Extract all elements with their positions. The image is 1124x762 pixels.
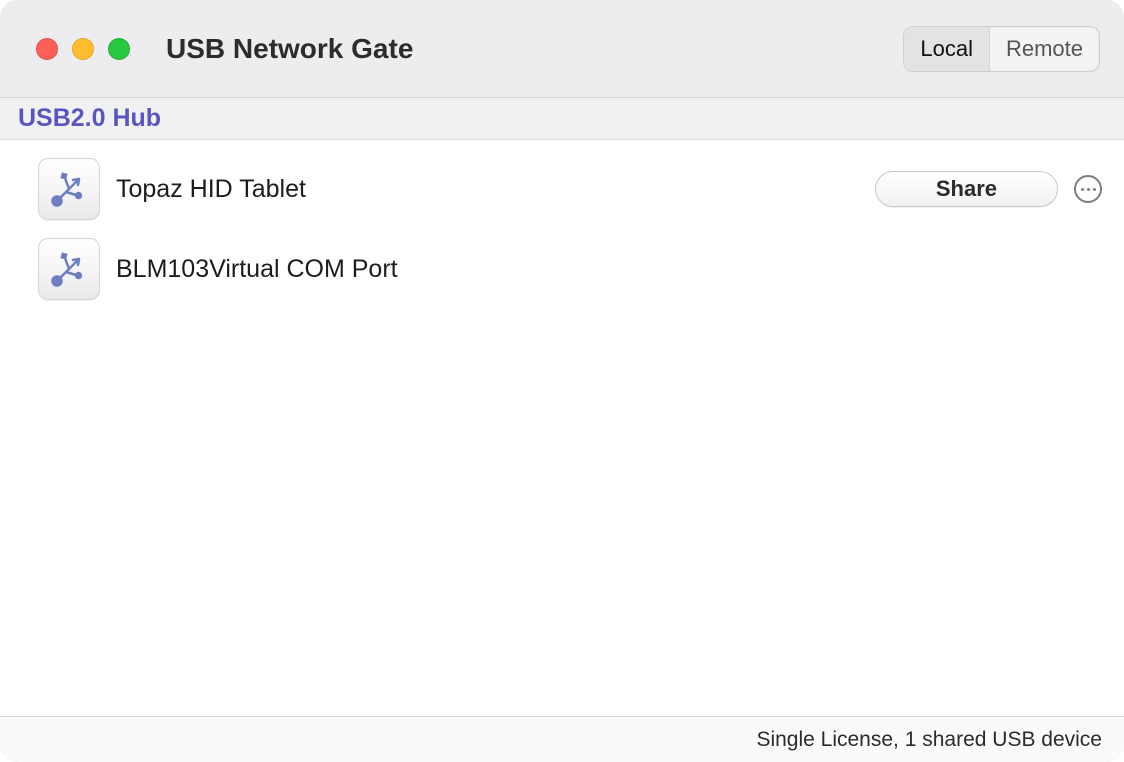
maximize-icon[interactable]	[108, 38, 130, 60]
minimize-icon[interactable]	[72, 38, 94, 60]
hub-section-title: USB2.0 Hub	[18, 104, 161, 133]
device-row[interactable]: Topaz HID Tablet Share	[38, 158, 1102, 220]
more-options-button[interactable]	[1074, 175, 1102, 203]
usb-device-icon	[38, 238, 100, 300]
share-button[interactable]: Share	[875, 171, 1058, 207]
hub-section-header: USB2.0 Hub	[0, 98, 1124, 140]
license-status: Single License, 1 shared USB device	[756, 728, 1102, 752]
device-name: Topaz HID Tablet	[116, 175, 306, 204]
footer: Single License, 1 shared USB device	[0, 716, 1124, 762]
traffic-lights	[36, 38, 130, 60]
tabs-segmented: Local Remote	[903, 26, 1100, 72]
app-title: USB Network Gate	[166, 33, 413, 65]
titlebar: USB Network Gate Local Remote	[0, 0, 1124, 98]
device-list: Topaz HID Tablet Share	[0, 140, 1124, 716]
tab-local[interactable]: Local	[904, 27, 989, 71]
usb-device-icon	[38, 158, 100, 220]
device-row[interactable]: BLM103Virtual COM Port	[38, 238, 1102, 300]
close-icon[interactable]	[36, 38, 58, 60]
tab-remote[interactable]: Remote	[989, 27, 1099, 71]
app-window: USB Network Gate Local Remote USB2.0 Hub	[0, 0, 1124, 762]
device-name: BLM103Virtual COM Port	[116, 255, 398, 284]
dots-icon	[1081, 188, 1084, 191]
